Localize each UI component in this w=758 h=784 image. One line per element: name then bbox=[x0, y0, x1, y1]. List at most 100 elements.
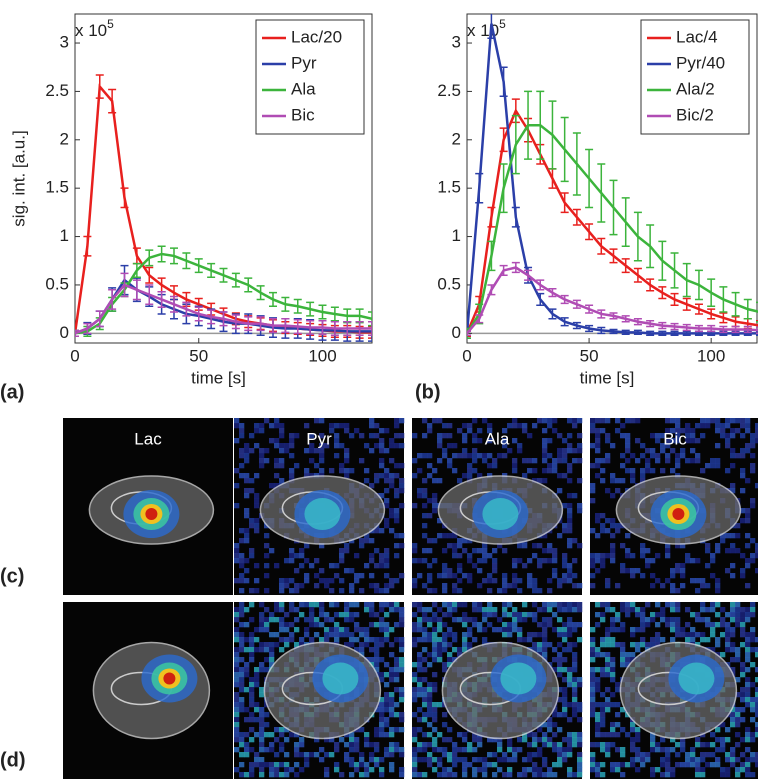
noise-pixel bbox=[572, 742, 577, 747]
noise-pixel bbox=[334, 423, 339, 428]
noise-pixel bbox=[567, 418, 572, 423]
noise-pixel bbox=[615, 712, 620, 717]
noise-pixel bbox=[254, 423, 259, 428]
noise-pixel bbox=[369, 607, 374, 612]
noise-pixel bbox=[254, 498, 259, 503]
noise-pixel bbox=[309, 617, 314, 622]
legend-label: Lac/20 bbox=[291, 27, 342, 46]
noise-pixel bbox=[422, 637, 427, 642]
noise-pixel bbox=[244, 538, 249, 543]
noise-pixel bbox=[452, 553, 457, 558]
noise-pixel bbox=[630, 418, 635, 423]
noise-pixel bbox=[432, 478, 437, 483]
noise-pixel bbox=[259, 453, 264, 458]
noise-pixel bbox=[442, 637, 447, 642]
noise-pixel bbox=[590, 637, 595, 642]
noise-pixel bbox=[547, 558, 552, 563]
noise-pixel bbox=[412, 602, 417, 607]
noise-pixel bbox=[389, 727, 394, 732]
noise-pixel bbox=[234, 712, 239, 717]
noise-pixel bbox=[512, 468, 517, 473]
noise-pixel bbox=[412, 543, 417, 548]
noise-pixel bbox=[339, 612, 344, 617]
noise-pixel bbox=[720, 742, 725, 747]
noise-pixel bbox=[417, 573, 422, 578]
noise-pixel bbox=[735, 757, 740, 762]
noise-pixel bbox=[369, 622, 374, 627]
noise-pixel bbox=[399, 463, 404, 468]
noise-pixel bbox=[595, 533, 600, 538]
noise-pixel bbox=[690, 458, 695, 463]
x-axis-label: time [s] bbox=[580, 368, 635, 387]
noise-pixel bbox=[572, 737, 577, 742]
noise-pixel bbox=[730, 617, 735, 622]
multiplier-exponent: 5 bbox=[499, 17, 506, 31]
noise-pixel bbox=[710, 458, 715, 463]
noise-pixel bbox=[562, 528, 567, 533]
noise-pixel bbox=[567, 568, 572, 573]
noise-pixel bbox=[234, 732, 239, 737]
noise-pixel bbox=[437, 642, 442, 647]
noise-pixel bbox=[595, 558, 600, 563]
noise-pixel bbox=[432, 707, 437, 712]
noise-pixel bbox=[249, 553, 254, 558]
noise-pixel bbox=[557, 652, 562, 657]
y-axis-label: sig. int. [a.u.] bbox=[9, 130, 28, 226]
noise-pixel bbox=[532, 588, 537, 593]
noise-pixel bbox=[735, 453, 740, 458]
noise-pixel bbox=[517, 632, 522, 637]
noise-pixel bbox=[472, 418, 477, 423]
noise-pixel bbox=[394, 602, 399, 607]
noise-pixel bbox=[394, 712, 399, 717]
noise-pixel bbox=[412, 612, 417, 617]
noise-pixel bbox=[595, 687, 600, 692]
noise-pixel bbox=[537, 418, 542, 423]
noise-pixel bbox=[432, 627, 437, 632]
noise-pixel bbox=[710, 418, 715, 423]
noise-pixel bbox=[239, 538, 244, 543]
noise-pixel bbox=[730, 717, 735, 722]
noise-pixel bbox=[600, 722, 605, 727]
noise-pixel bbox=[542, 637, 547, 642]
noise-pixel bbox=[705, 563, 710, 568]
noise-pixel bbox=[715, 612, 720, 617]
noise-pixel bbox=[447, 543, 452, 548]
noise-pixel bbox=[399, 478, 404, 483]
noise-pixel bbox=[334, 602, 339, 607]
noise-pixel bbox=[502, 772, 507, 777]
noise-pixel bbox=[517, 617, 522, 622]
noise-pixel bbox=[249, 488, 254, 493]
noise-pixel bbox=[467, 468, 472, 473]
noise-pixel bbox=[234, 767, 239, 772]
noise-pixel bbox=[477, 568, 482, 573]
noise-pixel bbox=[567, 448, 572, 453]
noise-pixel bbox=[249, 737, 254, 742]
noise-pixel bbox=[369, 418, 374, 423]
noise-pixel bbox=[379, 657, 384, 662]
noise-pixel bbox=[640, 473, 645, 478]
noise-pixel bbox=[259, 602, 264, 607]
noise-pixel bbox=[319, 418, 324, 423]
noise-pixel bbox=[239, 558, 244, 563]
noise-pixel bbox=[254, 667, 259, 672]
noise-pixel bbox=[577, 543, 582, 548]
noise-pixel bbox=[605, 702, 610, 707]
noise-pixel bbox=[620, 463, 625, 468]
noise-pixel bbox=[249, 767, 254, 772]
x-tick-label: 100 bbox=[308, 346, 336, 365]
noise-pixel bbox=[289, 553, 294, 558]
noise-pixel bbox=[354, 762, 359, 767]
noise-pixel bbox=[715, 637, 720, 642]
noise-pixel bbox=[249, 697, 254, 702]
noise-pixel bbox=[705, 548, 710, 553]
noise-pixel bbox=[542, 627, 547, 632]
noise-pixel bbox=[244, 533, 249, 538]
noise-pixel bbox=[562, 747, 567, 752]
noise-pixel bbox=[567, 523, 572, 528]
noise-pixel bbox=[422, 548, 427, 553]
noise-pixel bbox=[384, 637, 389, 642]
noise-pixel bbox=[572, 687, 577, 692]
noise-pixel bbox=[289, 433, 294, 438]
noise-pixel bbox=[675, 563, 680, 568]
noise-pixel bbox=[517, 543, 522, 548]
